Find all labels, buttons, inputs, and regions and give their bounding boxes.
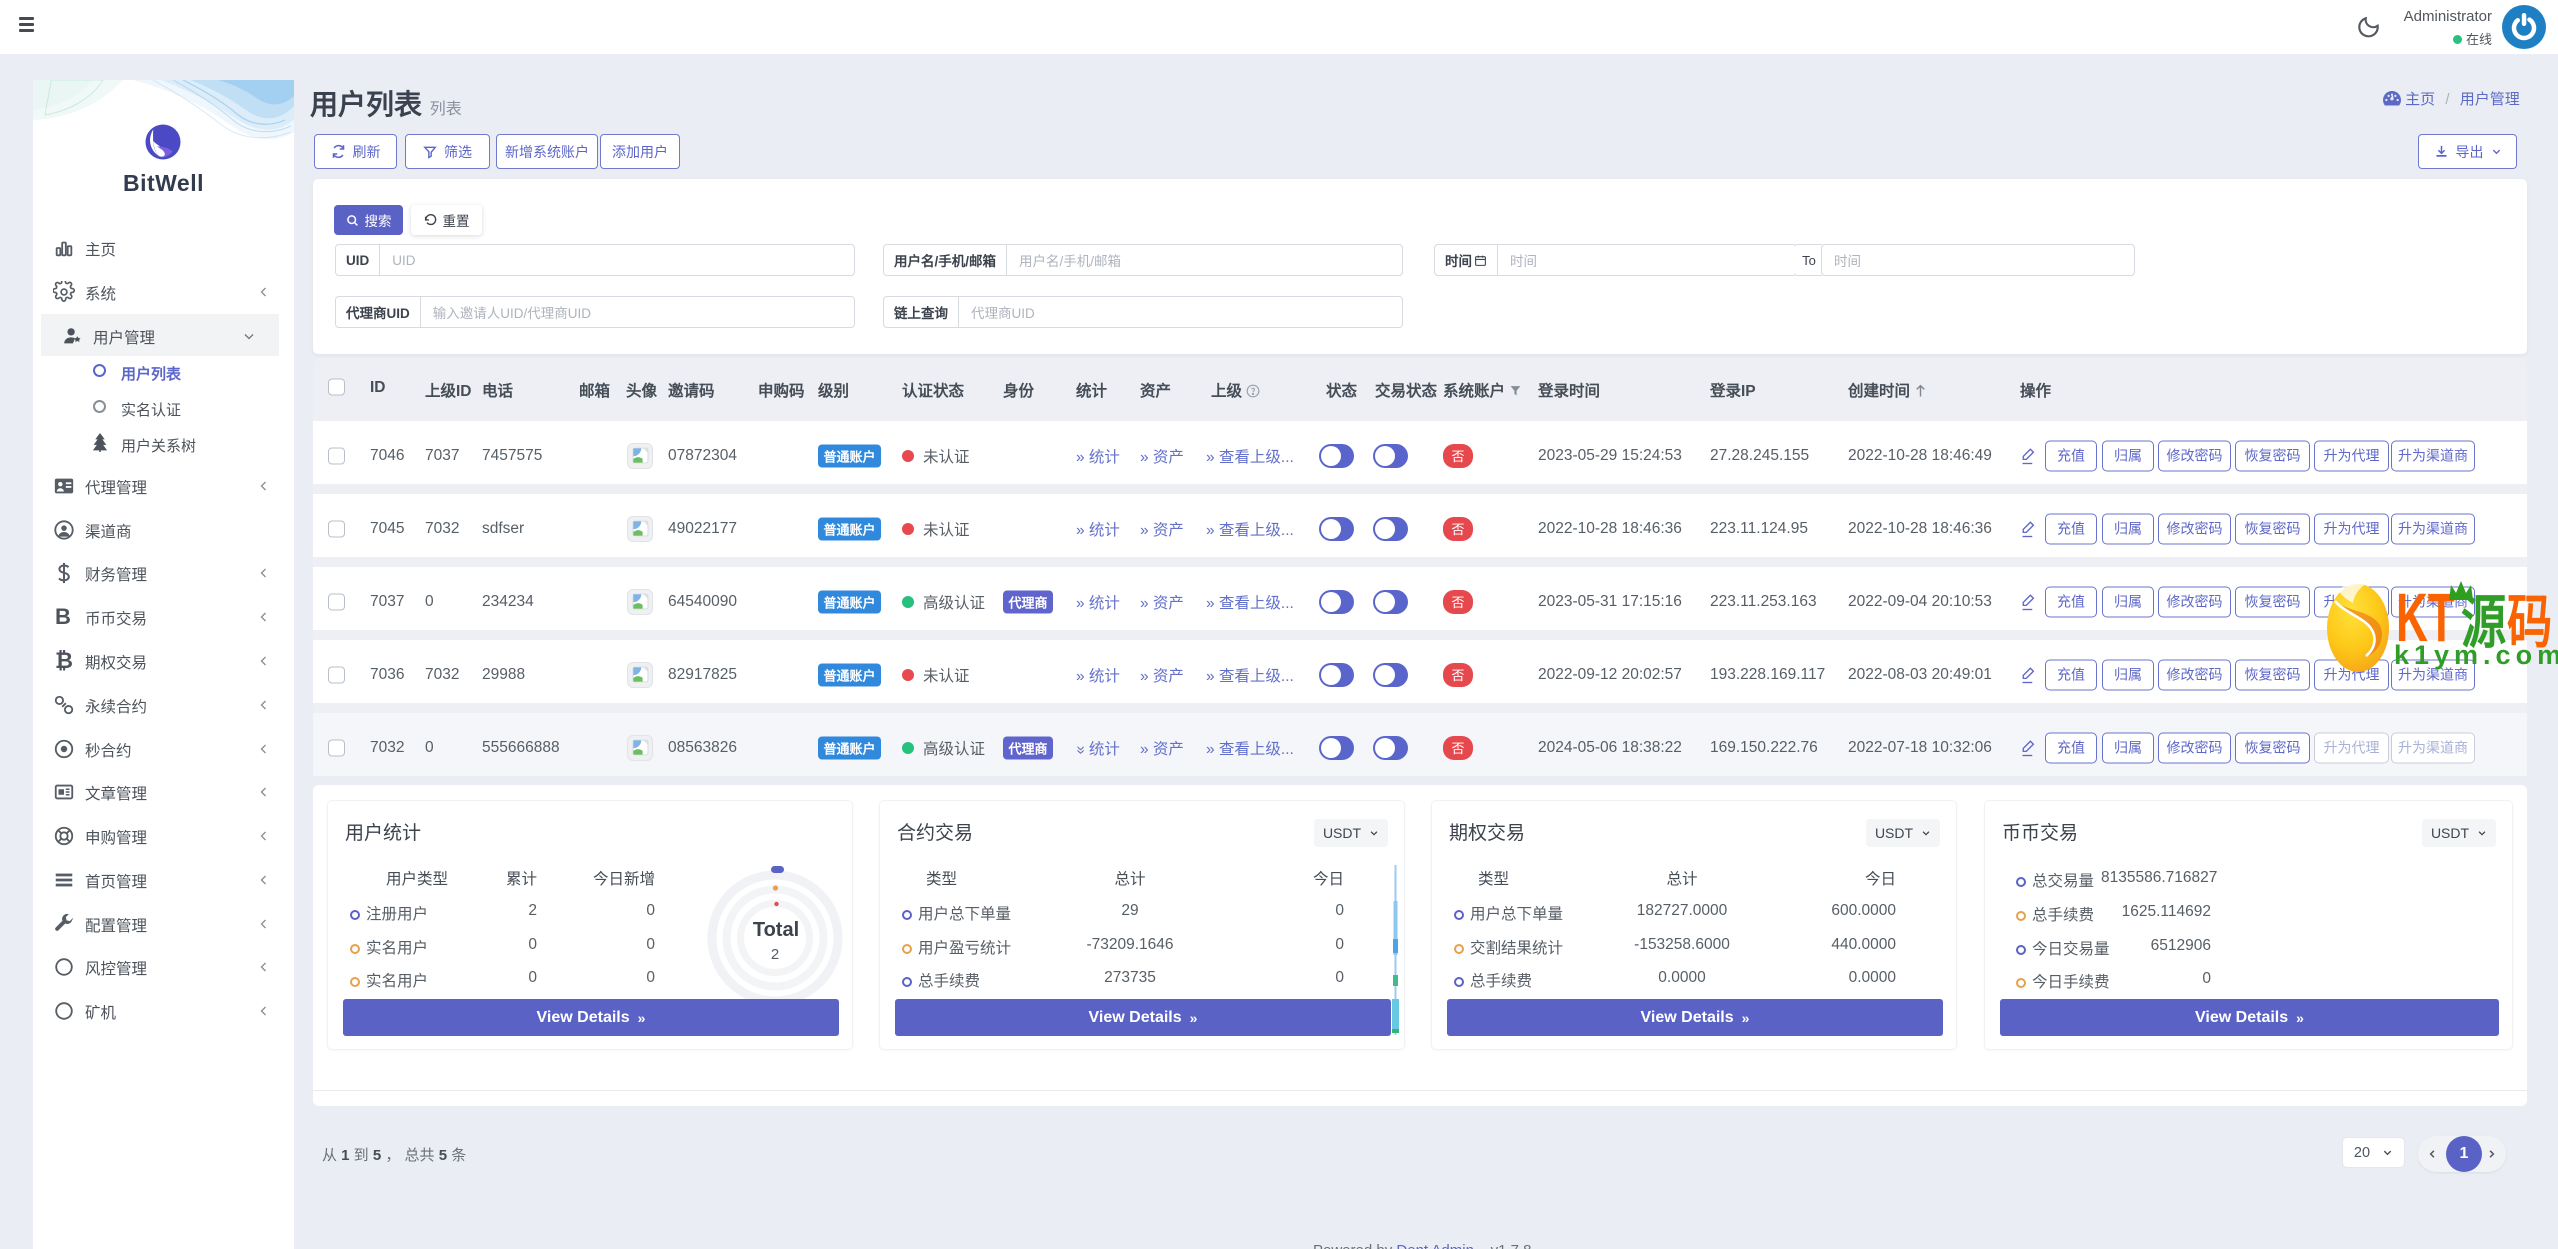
svg-text:Total: Total bbox=[753, 919, 799, 941]
svg-text:码: 码 bbox=[2507, 591, 2552, 656]
svg-text:k1ym.com: k1ym.com bbox=[2394, 640, 2558, 670]
svg-text:2: 2 bbox=[771, 946, 779, 963]
svg-text:KT: KT bbox=[2396, 580, 2455, 656]
svg-text:源: 源 bbox=[2461, 591, 2506, 656]
